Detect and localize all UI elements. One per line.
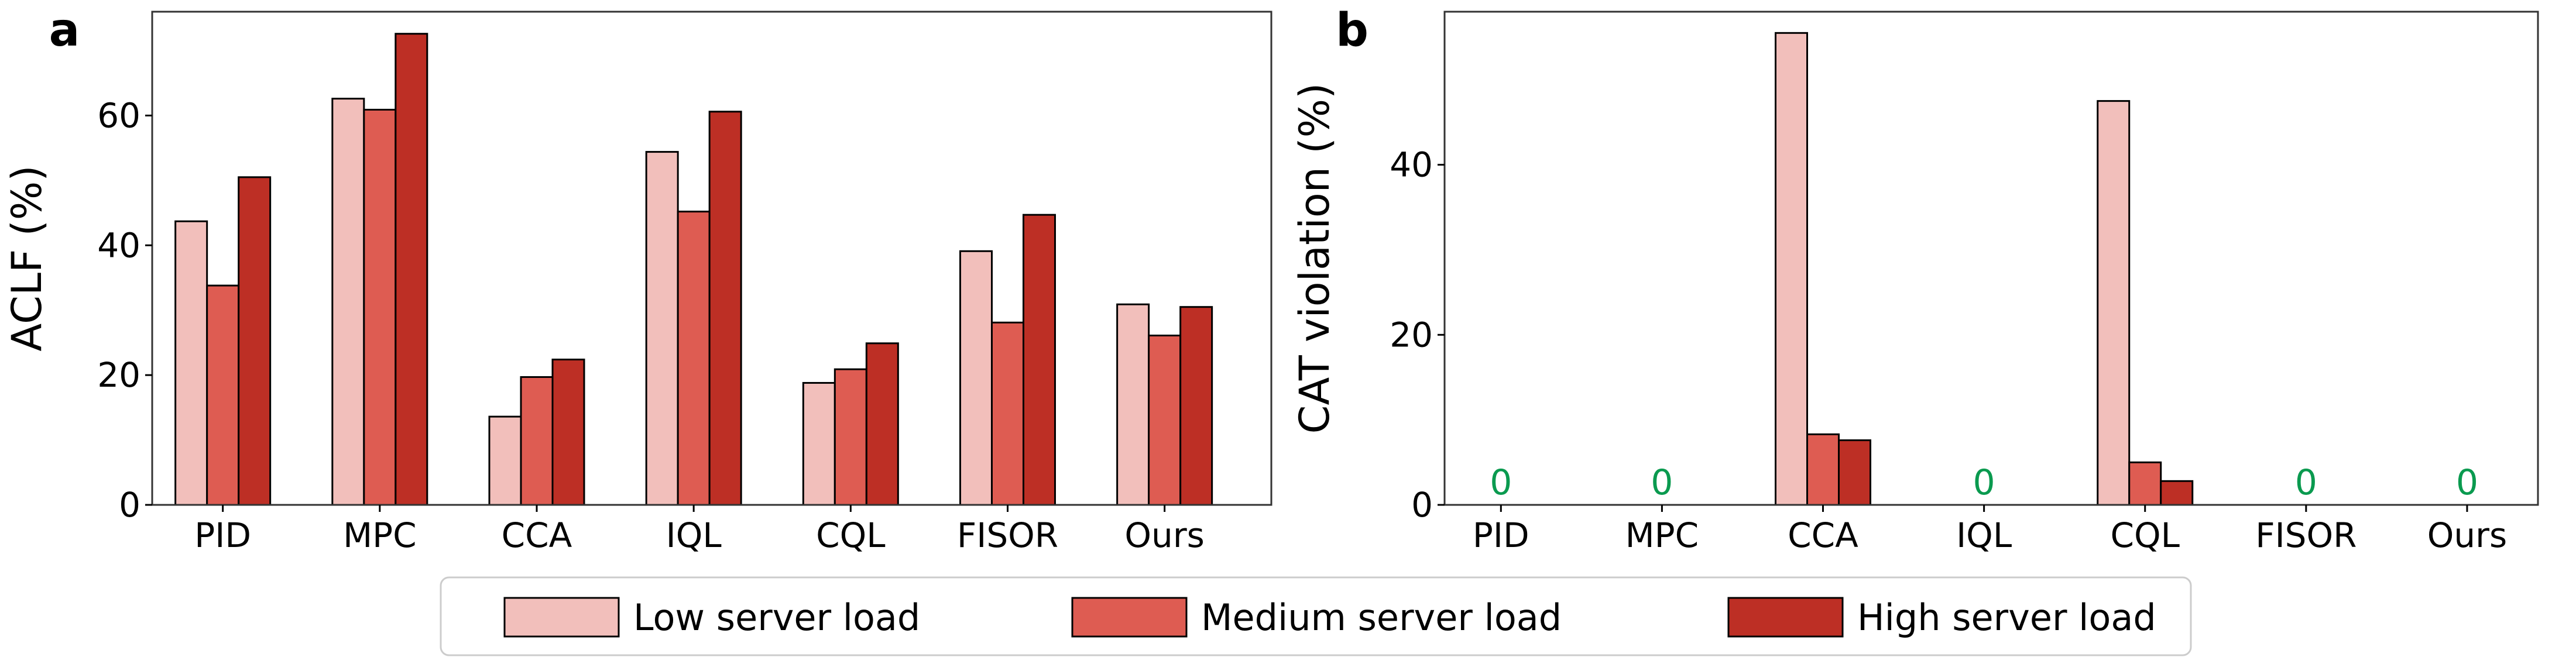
x-tick-label-ours: Ours: [1124, 515, 1204, 555]
zero-label-mpc: 0: [1651, 462, 1673, 503]
y-tick-label: 40: [1390, 145, 1433, 185]
bar-a-low-iql: [645, 151, 679, 506]
legend-swatch-low: [503, 597, 620, 638]
bar-a-low-cql: [802, 381, 836, 506]
bar-a-high-ours: [1179, 306, 1213, 506]
y-tick-label: 60: [97, 95, 140, 135]
x-tick-label-mpc: MPC: [1625, 515, 1699, 555]
x-tick-label-fisor: FISOR: [957, 515, 1058, 555]
axes-frame-a: [151, 11, 1272, 506]
legend-swatch-high: [1727, 597, 1844, 638]
panel-a: 0 20 40 60 PID MPC CCA IQL CQL FISOR Ours ACLF (%) a: [3, 4, 1272, 555]
x-tick-label-mpc: MPC: [343, 515, 417, 555]
x-tick-label-cca: CCA: [1788, 515, 1858, 555]
panel-letter: b: [1336, 4, 1368, 57]
bar-a-low-ours: [1116, 303, 1150, 506]
y-tick-label: 0: [119, 485, 140, 525]
bar-a-low-fisor: [959, 250, 993, 506]
zero-label-fisor: 0: [2295, 462, 2317, 503]
bar-a-medium-iql: [677, 211, 711, 506]
zero-label-pid: 0: [1490, 462, 1512, 503]
x-tick-label-cql: CQL: [816, 515, 885, 555]
legend-label-medium: Medium server load: [1201, 596, 1562, 639]
bar-a-medium-cql: [833, 368, 867, 506]
x-tick-label-fisor: FISOR: [2255, 515, 2357, 555]
bar-a-low-cca: [488, 415, 522, 506]
y-tick-label: 20: [1390, 315, 1433, 355]
axes-frame-b: [1443, 11, 2539, 506]
bar-a-high-cca: [551, 359, 585, 506]
bar-a-high-iql: [708, 111, 742, 506]
bar-a-high-mpc: [395, 33, 428, 506]
panel-letter: a: [49, 4, 80, 57]
x-tick-label-pid: PID: [1473, 515, 1529, 555]
x-tick-label-cca: CCA: [502, 515, 572, 555]
x-tick-label-cql: CQL: [2110, 515, 2179, 555]
bar-a-high-pid: [238, 176, 272, 506]
bar-a-high-fisor: [1022, 214, 1056, 506]
legend-label-high: High server load: [1857, 596, 2156, 639]
legend-swatch-medium: [1071, 597, 1188, 638]
bar-a-medium-cca: [520, 376, 554, 506]
bar-a-low-mpc: [331, 98, 365, 506]
bar-a-medium-ours: [1148, 334, 1182, 506]
x-tick-label-ours: Ours: [2427, 515, 2507, 555]
bar-b-high-cca: [1838, 439, 1872, 506]
x-tick-label-pid: PID: [194, 515, 251, 555]
x-tick-label-iql: IQL: [1956, 515, 2012, 555]
panel-b: 0 0 0 0 0 0 20 40 PID MPC CCA IQL CQL FISOR Ours CAT vi…: [1291, 4, 2539, 555]
x-tick-label-iql: IQL: [666, 515, 722, 555]
legend: Low server load Medium server load High se…: [440, 576, 2192, 656]
bar-a-low-pid: [174, 220, 208, 506]
bar-a-medium-mpc: [363, 108, 397, 506]
y-tick-label: 0: [1411, 485, 1433, 525]
zero-label-iql: 0: [1973, 462, 1995, 503]
y-tick-label: 20: [97, 355, 140, 395]
y-tick-label: 40: [97, 225, 140, 265]
y-axis-label: ACLF (%): [3, 165, 51, 351]
bar-a-medium-pid: [206, 284, 240, 506]
bar-a-medium-fisor: [990, 321, 1024, 506]
bar-a-high-cql: [865, 342, 899, 506]
bar-b-medium-cca: [1806, 433, 1840, 506]
legend-label-low: Low server load: [633, 596, 920, 639]
bar-b-low-cca: [1775, 32, 1809, 506]
bar-b-medium-cql: [2128, 461, 2162, 506]
bar-b-high-cql: [2160, 480, 2194, 506]
zero-label-ours: 0: [2456, 462, 2478, 503]
bar-b-low-cql: [2097, 100, 2131, 506]
y-axis-label: CAT violation (%): [1291, 83, 1339, 434]
